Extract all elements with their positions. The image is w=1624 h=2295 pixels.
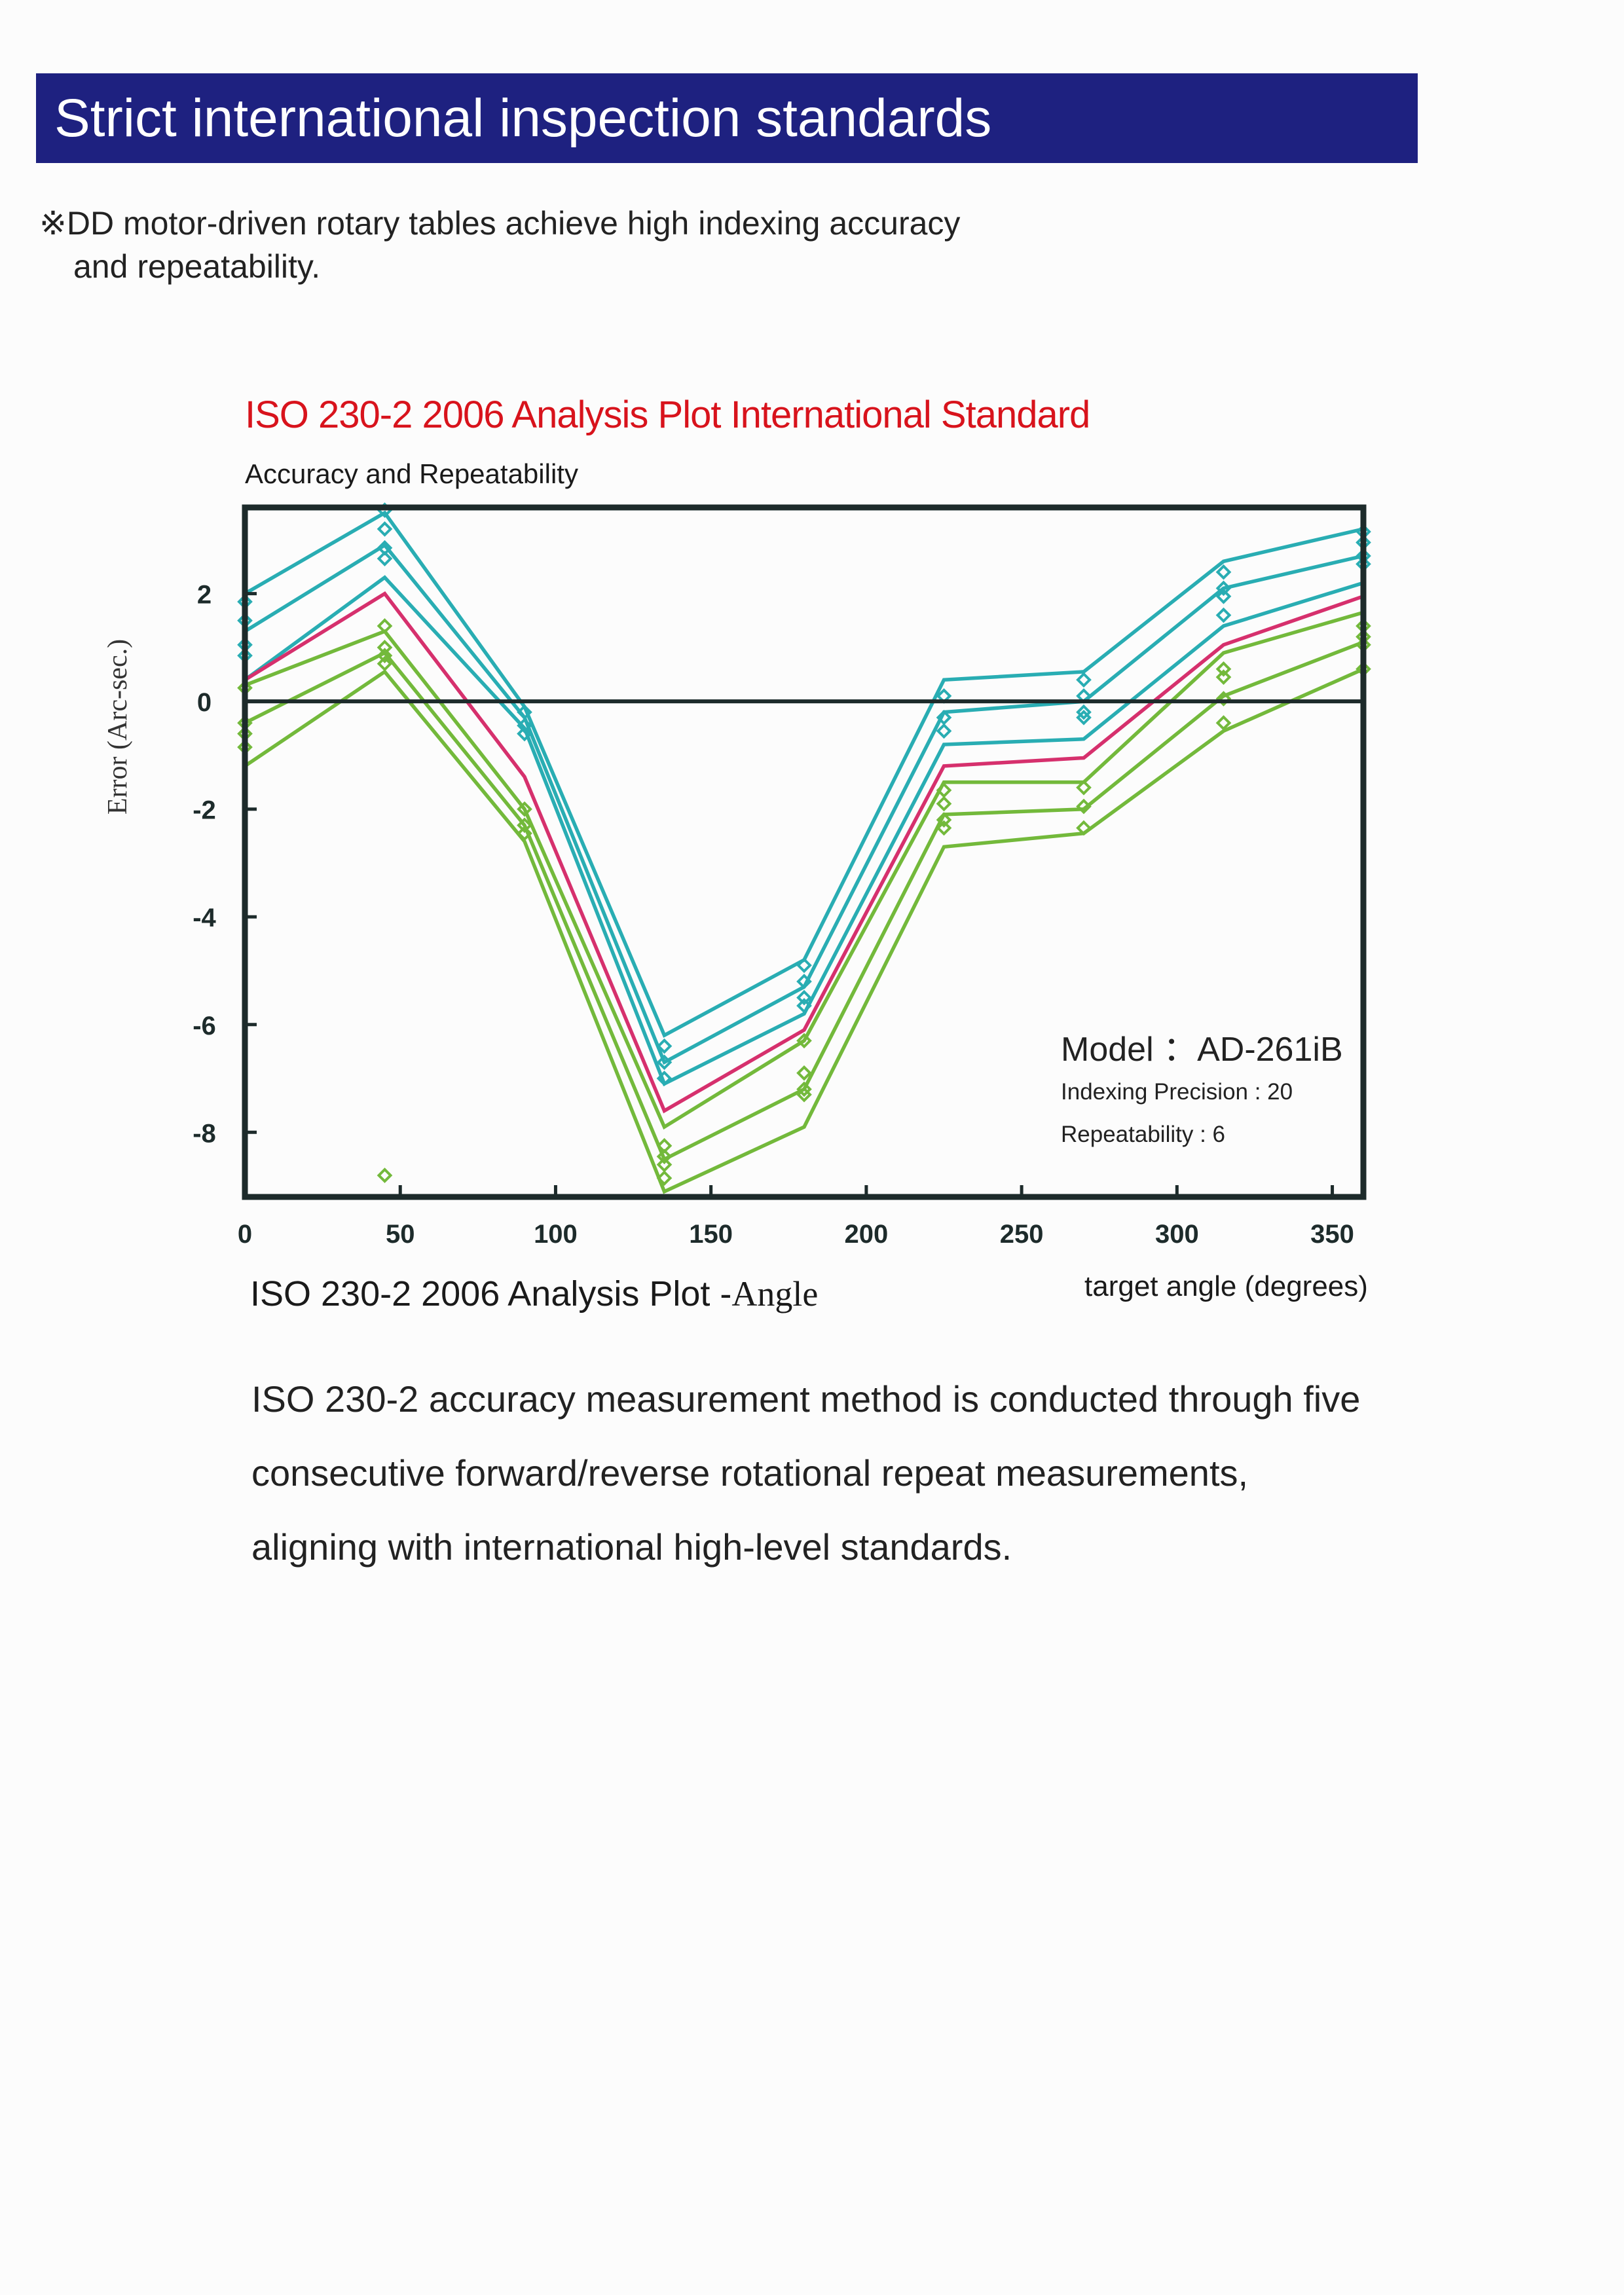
data-point-marker — [377, 648, 393, 664]
data-point-marker — [796, 1065, 812, 1081]
data-point-marker — [1076, 710, 1092, 725]
x-tick-label: 250 — [1000, 1220, 1044, 1249]
data-point-marker — [656, 1148, 673, 1165]
series-line-3 — [244, 575, 1364, 1087]
page-title: Strict international inspection standard… — [54, 88, 992, 148]
y-tick-label: -4 — [193, 904, 216, 932]
figure-caption: ISO 230-2 2006 Analysis Plot -Angle — [250, 1274, 818, 1314]
data-point-marker — [656, 1156, 673, 1173]
indexing-precision-label: Indexing Precision : 20 — [1061, 1079, 1293, 1105]
data-point-marker — [796, 957, 812, 974]
data-point-marker — [377, 618, 393, 634]
repeatability-label: Repeatability : 6 — [1061, 1122, 1225, 1147]
series-line-7 — [244, 667, 1365, 1194]
data-point-marker — [1076, 779, 1092, 796]
x-axis-label: target angle (degrees) — [1084, 1270, 1368, 1302]
description-paragraph: ISO 230-2 accuracy measurement method is… — [251, 1362, 1430, 1584]
description-line-1: ISO 230-2 accuracy measurement method is… — [251, 1378, 1361, 1420]
data-point-marker — [377, 551, 393, 566]
data-point-marker — [1215, 580, 1232, 597]
y-tick-label: -2 — [193, 796, 216, 825]
data-point-marker — [1215, 669, 1232, 685]
data-point-marker — [377, 640, 393, 655]
data-point-marker — [796, 1081, 812, 1097]
data-point-marker — [796, 998, 812, 1014]
chart-title: ISO 230-2 2006 Analysis Plot Internation… — [245, 394, 1090, 436]
data-point-marker — [517, 825, 532, 841]
y-tick-label: -8 — [193, 1119, 216, 1148]
data-point-marker — [1215, 564, 1232, 580]
data-point-marker — [656, 1054, 673, 1071]
data-point-marker — [1215, 715, 1232, 731]
data-point-marker — [1076, 672, 1092, 688]
data-point-marker — [377, 1167, 393, 1183]
data-point-marker — [936, 812, 952, 828]
x-tick-label: 300 — [1155, 1220, 1199, 1249]
data-point-marker — [1215, 588, 1232, 604]
data-point-marker — [1215, 607, 1232, 623]
chart-axes-group: 2 0 -2 -4 -6 -8 0 50 100 150 200 250 300 350 — [193, 504, 1367, 1249]
series-line-2 — [244, 542, 1364, 1065]
data-point-marker — [656, 1038, 673, 1054]
y-axis-label: Error (Arc-sec.) — [103, 638, 133, 815]
x-tick-label: 0 — [238, 1220, 252, 1249]
data-point-marker — [1076, 820, 1092, 836]
figure-caption-main: ISO 230-2 2006 Analysis Plot - — [250, 1274, 732, 1313]
x-tick-label: 350 — [1310, 1220, 1354, 1249]
y-tick-label: -6 — [193, 1012, 216, 1040]
data-point-marker — [377, 655, 393, 672]
x-tick-label: 200 — [845, 1220, 889, 1249]
x-tick-label: 150 — [689, 1220, 733, 1249]
figure-caption-tail: Angle — [731, 1274, 819, 1313]
data-point-marker — [517, 801, 532, 817]
data-point-marker — [656, 1170, 673, 1186]
page-header-banner: Strict international inspection standard… — [36, 73, 1418, 163]
series-line-5 — [244, 610, 1364, 1130]
data-point-marker — [1076, 798, 1092, 815]
model-label: Model ：AD-261iB — [1061, 1031, 1343, 1069]
data-point-marker — [656, 1071, 673, 1086]
data-point-marker — [517, 817, 532, 834]
data-point-marker — [936, 723, 952, 739]
intro-note-line-2: and repeatability. — [73, 248, 321, 285]
data-point-marker — [1215, 691, 1232, 707]
y-tick-label: 2 — [197, 581, 212, 610]
x-tick-label: 50 — [386, 1220, 415, 1249]
data-point-marker — [1215, 661, 1232, 677]
data-point-marker — [796, 1086, 812, 1103]
description-line-2: consecutive forward/reverse rotational r… — [251, 1452, 1249, 1494]
series-line-1 — [244, 510, 1364, 1038]
intro-note: ※DD motor-driven rotary tables achieve h… — [39, 202, 960, 288]
y-tick-label: 0 — [197, 688, 212, 717]
data-point-marker — [796, 974, 812, 989]
x-tick-label: 100 — [534, 1220, 578, 1249]
plot-frame — [242, 504, 1367, 1200]
chart-markers-group — [237, 502, 1371, 1186]
series-line-4 — [244, 591, 1364, 1114]
data-point-marker — [796, 989, 812, 1006]
chart-series-group — [244, 510, 1365, 1194]
chart-subtitle: Accuracy and Repeatability — [245, 458, 578, 489]
data-point-marker — [517, 718, 532, 734]
data-point-marker — [936, 820, 952, 836]
data-point-marker — [1076, 704, 1092, 720]
data-point-marker — [517, 725, 532, 742]
intro-note-line-1: ※DD motor-driven rotary tables achieve h… — [39, 205, 961, 242]
data-point-marker — [796, 1033, 812, 1049]
description-line-3: aligning with international high-level s… — [251, 1526, 1012, 1568]
data-point-marker — [377, 521, 393, 537]
data-point-marker — [936, 796, 952, 812]
